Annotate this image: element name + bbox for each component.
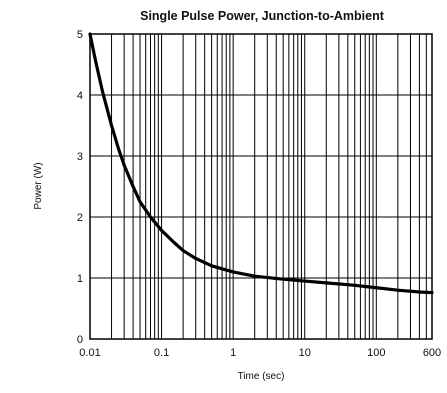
series-group bbox=[88, 32, 434, 295]
x-axis-label: Time (sec) bbox=[238, 371, 285, 382]
x-tick-label: 10 bbox=[299, 347, 311, 359]
x-tick-label: 100 bbox=[367, 347, 385, 359]
x-tick-label: 1 bbox=[230, 347, 236, 359]
x-tick-label: 0.01 bbox=[79, 347, 100, 359]
x-tick-label: 600 bbox=[423, 347, 441, 359]
y-tick-label: 3 bbox=[77, 151, 83, 163]
y-tick-label: 5 bbox=[77, 29, 83, 41]
y-tick-label: 2 bbox=[77, 212, 83, 224]
chart-title: Single Pulse Power, Junction-to-Ambient bbox=[140, 9, 385, 23]
plot-area-frame bbox=[89, 33, 433, 340]
grid-lines bbox=[90, 33, 433, 340]
y-axis-ticks: 0 1 2 3 4 5 bbox=[77, 29, 83, 346]
series-line bbox=[88, 32, 434, 295]
y-tick-label: 0 bbox=[77, 334, 83, 346]
x-axis-ticks: 0.01 0.1 1 10 100 600 bbox=[79, 347, 441, 359]
y-tick-label: 1 bbox=[77, 273, 83, 285]
y-axis-label: Power (W) bbox=[33, 162, 44, 209]
x-tick-label: 0.1 bbox=[154, 347, 169, 359]
y-tick-label: 4 bbox=[77, 90, 83, 102]
